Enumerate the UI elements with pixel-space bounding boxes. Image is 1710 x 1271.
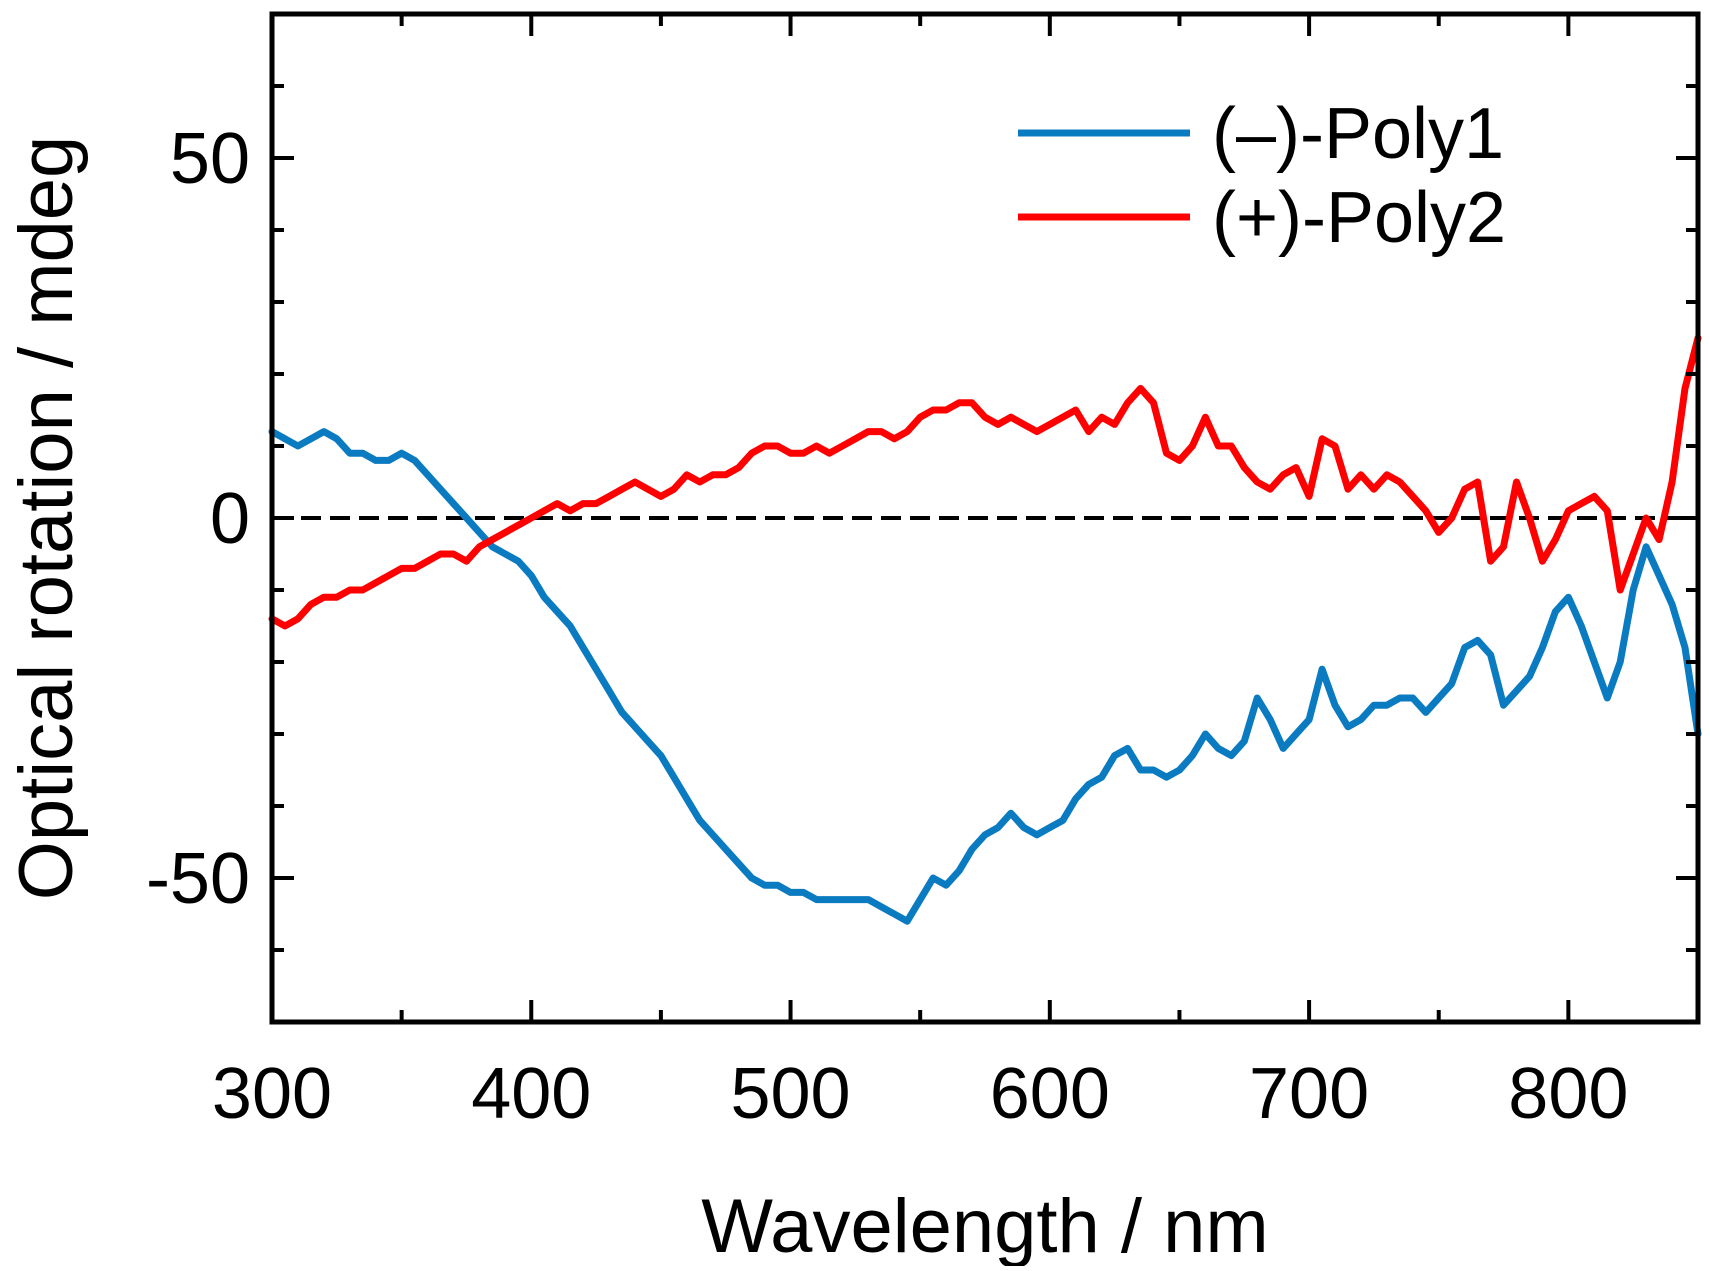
legend-label-poly2: (+)-Poly2 [1212,178,1506,258]
x-tick-label: 700 [1249,1054,1369,1134]
x-tick-labels: 300 400 500 600 700 800 [212,1054,1629,1134]
x-tick-label: 300 [212,1054,332,1134]
series-group [268,334,1702,925]
y-tick-label: -50 [146,839,250,919]
y-tick-label: 50 [170,119,250,199]
y-axis-title: Optical rotation / mdeg [4,136,89,901]
series-line-2 [268,334,1702,630]
y-tick-labels: -50 0 50 [146,119,250,919]
legend-label-poly1: (–)-Poly1 [1212,94,1504,174]
x-tick-label: 500 [730,1054,850,1134]
x-axis-title: Wavelength / nm [701,1184,1268,1266]
y-tick-label: 0 [210,479,250,559]
x-tick-label: 400 [471,1054,591,1134]
legend: (–)-Poly1 (+)-Poly2 [1018,94,1506,258]
series-line-1 [268,428,1702,925]
tick-marks-group [270,14,1698,1022]
x-tick-label: 800 [1508,1054,1628,1134]
x-tick-label: 600 [990,1054,1110,1134]
